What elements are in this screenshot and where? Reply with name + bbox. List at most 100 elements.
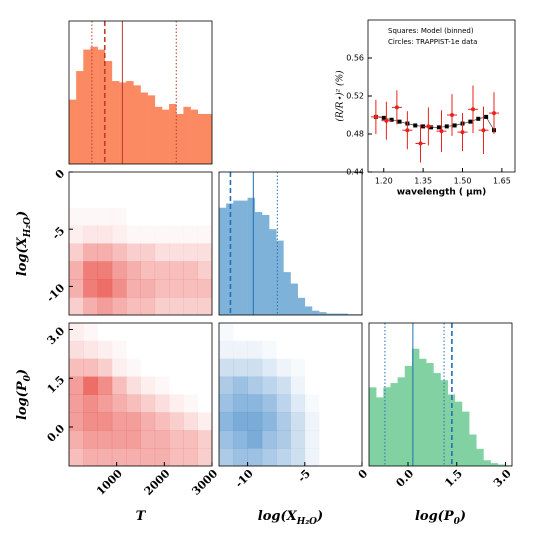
hist-bar (83, 49, 91, 164)
hist-bar (183, 106, 191, 164)
density-cell (126, 279, 141, 298)
density-cell (154, 279, 170, 298)
density-cell (183, 377, 198, 395)
density-cell (97, 394, 113, 413)
density-cell (333, 412, 348, 430)
density-cell (198, 208, 213, 226)
x-tick-label: 3.0 (491, 467, 514, 490)
density-cell (198, 341, 213, 359)
density-cell (111, 448, 127, 467)
density-cell (69, 261, 84, 280)
density-cell (98, 323, 113, 341)
density-cell (319, 412, 334, 430)
density-cell (261, 358, 277, 377)
hist-bar (219, 207, 227, 315)
density-cell (155, 190, 170, 208)
density-cell (233, 358, 248, 377)
density-cell (83, 243, 98, 262)
density-cell (83, 190, 98, 208)
density-cell (262, 323, 277, 341)
panel-frame (68, 322, 213, 467)
density-cell (333, 430, 348, 448)
density-cell (111, 358, 127, 377)
density-cell (126, 297, 141, 316)
data-point (481, 128, 486, 133)
hist-bar (247, 197, 256, 315)
density-cell (247, 340, 263, 360)
hist-bar (269, 229, 277, 315)
model-point (389, 117, 394, 122)
density-cell (112, 323, 127, 341)
density-cell (83, 261, 98, 280)
hist-bar (69, 99, 77, 164)
density-cell (333, 377, 348, 395)
hist-bar (497, 464, 506, 466)
density-cell (261, 412, 277, 431)
axis-label: log(XH₂O) (258, 509, 323, 527)
data-point (384, 118, 389, 123)
density-cell (83, 323, 98, 342)
density-cell (219, 358, 234, 377)
density-cell (197, 279, 213, 298)
density-cell (319, 377, 334, 395)
density-cell (140, 412, 156, 431)
y-tick-label: 3.0 (45, 324, 68, 347)
data-point (471, 107, 475, 112)
density-cell (126, 358, 141, 377)
density-cell (83, 225, 98, 244)
hist-bar (326, 313, 334, 315)
label-part: H₂O (23, 217, 33, 238)
density-cell (111, 225, 127, 244)
x-tick-label: 1.35 (414, 177, 432, 186)
density-cell (169, 297, 184, 316)
density-cell (126, 172, 141, 190)
density-cell (69, 340, 84, 360)
density-cell (198, 395, 213, 413)
density-cell (111, 340, 127, 360)
density-cell (83, 207, 98, 226)
density-cell (276, 376, 291, 395)
density-cell (112, 172, 127, 190)
hist-bar (476, 448, 484, 466)
density-cell (219, 376, 234, 395)
density-cell (154, 448, 170, 467)
density-cell (348, 448, 363, 466)
density-cell (183, 172, 198, 190)
hist-bar (333, 313, 341, 315)
density-cell (69, 430, 84, 449)
data-point (492, 111, 496, 116)
density-cell (154, 225, 170, 244)
density-cell (155, 208, 170, 226)
label-part: T (136, 509, 147, 524)
hist-bar (126, 81, 134, 164)
density-cell (348, 341, 363, 359)
density-cell (233, 448, 248, 467)
density-cell (219, 394, 234, 413)
hist-bar (469, 434, 477, 466)
density-cell (219, 323, 234, 342)
hist-bar (204, 113, 213, 164)
density-cell (198, 359, 213, 377)
density-cell (219, 412, 234, 431)
density-cell (97, 207, 113, 226)
label-part: ) (316, 509, 323, 524)
density-cell (290, 430, 306, 449)
hist-bar (240, 200, 248, 315)
hist-bar (490, 463, 498, 466)
hist-bar (176, 113, 184, 164)
x-tick-label: -10 (233, 467, 256, 490)
hist-bar (419, 358, 427, 466)
hist-bar (369, 387, 377, 466)
hist-bar (261, 214, 270, 315)
model-point (381, 115, 386, 120)
density-cell (83, 340, 98, 360)
density-cell (319, 359, 334, 377)
hist-bar (483, 460, 491, 466)
density-cell (111, 430, 127, 449)
model-point (421, 124, 426, 129)
density-cell (169, 225, 184, 244)
density-cell (233, 323, 248, 341)
density-cell (233, 412, 248, 431)
density-cell (112, 190, 127, 208)
model-point (436, 125, 441, 130)
